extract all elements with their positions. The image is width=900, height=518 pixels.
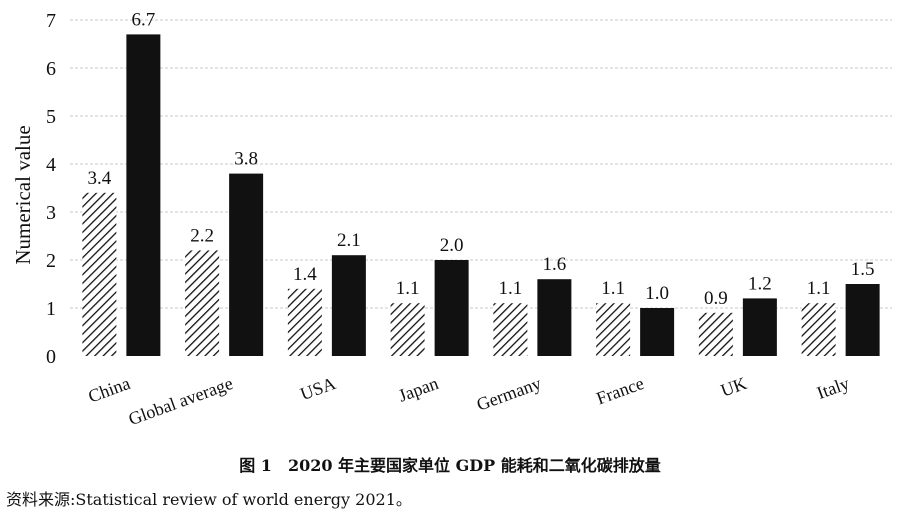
- category-label: USA: [298, 373, 339, 404]
- bar-hatched-france: [596, 303, 631, 356]
- value-label: 1.5: [851, 259, 875, 280]
- bar-hatched-usa: [287, 288, 322, 356]
- value-label: 2.2: [190, 225, 214, 246]
- y-tick-label: 7: [46, 10, 56, 32]
- y-axis-label: Numerical value: [11, 125, 35, 264]
- value-label: 1.1: [499, 278, 523, 299]
- value-label: 6.7: [132, 9, 156, 30]
- value-label: 2.0: [440, 235, 464, 256]
- category-label: UK: [718, 373, 749, 401]
- bar-solid-germany: [537, 279, 572, 356]
- y-tick-label: 2: [46, 250, 56, 272]
- bar-hatched-italy: [801, 303, 836, 356]
- bar-hatched-germany: [493, 303, 528, 356]
- category-label: Italy: [814, 373, 852, 403]
- bar-hatched-china: [82, 192, 117, 356]
- bar-solid-france: [640, 308, 675, 356]
- y-tick-label: 1: [46, 298, 56, 320]
- value-label: 1.2: [748, 273, 772, 294]
- bar-hatched-global-average: [185, 250, 220, 356]
- y-tick-label: 0: [46, 346, 56, 368]
- bars: [82, 34, 880, 357]
- category-label: Germany: [474, 373, 544, 415]
- value-label: 1.0: [645, 283, 669, 304]
- bar-hatched-uk: [698, 312, 733, 356]
- bar-solid-japan: [434, 260, 469, 356]
- source-note: 资料来源:Statistical review of world energy …: [6, 490, 412, 509]
- value-labels: 3.4 6.7 2.2 3.8 1.4 2.1 1.1 2.0 1.1 1.6 1.1 1.0 0.9 1…: [88, 9, 875, 308]
- category-label: France: [594, 373, 647, 409]
- value-label: 1.1: [601, 278, 625, 299]
- y-tick-label: 5: [46, 106, 56, 128]
- category-label: China: [85, 373, 132, 407]
- value-label: 0.9: [704, 288, 728, 309]
- value-label: 1.1: [807, 278, 831, 299]
- bar-solid-uk: [742, 298, 777, 356]
- bar-solid-global-average: [229, 173, 264, 356]
- y-axis: 0 1 2 3 4 5 6 7: [46, 10, 56, 368]
- value-label: 1.1: [396, 278, 420, 299]
- y-tick-label: 6: [46, 58, 56, 80]
- value-label: 3.8: [234, 149, 258, 170]
- value-label: 2.1: [337, 230, 361, 251]
- figure-caption: 图 1 2020 年主要国家单位 GDP 能耗和二氧化碳排放量: [239, 456, 661, 475]
- category-label: Global average: [126, 373, 236, 429]
- bar-solid-china: [126, 34, 161, 357]
- value-label: 1.6: [543, 254, 567, 275]
- value-label: 1.4: [293, 264, 317, 285]
- value-label: 3.4: [88, 168, 112, 189]
- category-label: Japan: [396, 373, 441, 406]
- y-tick-label: 4: [46, 154, 56, 176]
- bar-solid-usa: [331, 255, 366, 356]
- bar-solid-italy: [845, 284, 880, 356]
- bar-chart: 0 1 2 3 4 5 6 7 3.4 6.7 2.2 3.8 1.4 2.1 1.1 2.0 1.1 1.6 1…: [11, 9, 892, 429]
- y-tick-label: 3: [46, 202, 56, 224]
- bar-hatched-japan: [390, 303, 425, 356]
